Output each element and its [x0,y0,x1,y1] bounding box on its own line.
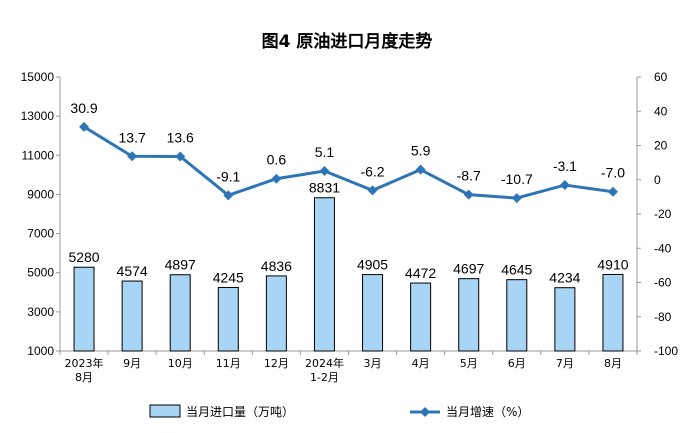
legend-bar-label: 当月进口量（万吨） [186,405,294,419]
right-tick-label: 40 [654,104,668,118]
bar [410,282,432,352]
line-value-label: -10.7 [501,171,533,187]
line-value-label: -8.7 [457,168,481,184]
line-point [271,173,282,184]
bar-value-label: 4836 [261,258,292,274]
bar-value-label: 4234 [549,270,580,286]
bar [121,280,143,352]
left-tick-label: 11000 [22,148,55,162]
chart-title: 图4 原油进口月度走势 [262,31,433,52]
legend-line-label: 当月增速（%） [446,405,529,419]
x-tick-label: 10月 [168,357,193,370]
x-tick-label: 3月 [364,357,382,370]
line-value-label: 0.6 [267,152,287,168]
line-point [511,193,522,204]
legend-line-marker [420,407,430,417]
x-tick-label: 8月 [604,357,622,370]
x-tick-label: 2024年 [305,356,344,370]
line-value-label: 5.9 [411,143,431,159]
x-tick-label: 1-2月 [310,371,339,384]
line-value-label: -9.1 [216,168,240,184]
left-tick-label: 13000 [21,109,55,123]
bar-value-label: 5280 [68,249,99,265]
bar [506,279,528,352]
bar [602,273,624,352]
line-point [79,121,90,132]
left-tick-label: 9000 [27,187,54,201]
bar-value-label: 4910 [597,256,628,272]
bar [217,286,239,352]
line-value-label: 13.6 [167,129,194,145]
right-tick-label: -80 [654,310,672,324]
line-series: 30.9 13.7 13.6 -9.1 0.6 5.1 -6.2 5.9 -8.7 -10.7 -3… [70,100,625,204]
x-tick-label: 8月 [75,371,93,384]
x-tick-label: 9月 [123,357,141,370]
bar [362,274,384,352]
line-point [607,186,618,197]
line-point [463,189,474,200]
x-tick-label: 6月 [508,357,526,370]
bar-value-label: 4697 [453,261,484,277]
bar-value-label: 4645 [501,262,532,278]
right-tick-label: 60 [654,70,668,84]
bar [554,287,576,352]
bar [265,275,287,352]
line-value-label: 5.1 [315,144,335,160]
line-value-label: -7.0 [601,165,625,181]
line-value-label: -6.2 [360,163,384,179]
line-point [223,190,234,201]
x-tick-label: 11月 [216,357,241,370]
bar-value-label: 4574 [117,263,148,279]
x-tick-label: 2023年 [65,356,104,370]
line-point [127,151,138,162]
line-point [175,151,186,162]
growth-line [83,125,614,200]
left-tick-label: 3000 [27,305,54,319]
x-tick-label: 12月 [264,357,289,370]
right-tick-label: -20 [654,207,672,221]
left-tick-label: 7000 [27,227,54,241]
bar-value-label: 4905 [357,257,388,273]
right-tick-label: -100 [654,344,678,358]
right-tick-label: -40 [654,241,672,255]
line-value-label: -3.1 [553,158,577,174]
line-value-label: 13.7 [119,129,146,145]
bar [73,266,95,352]
right-tick-label: -60 [654,276,672,290]
bar-value-label: 4897 [165,257,196,273]
legend: 当月进口量（万吨） 当月增速（%） [149,404,529,419]
line-point [319,166,330,177]
legend-bar-swatch [149,404,181,418]
right-tick-label: 0 [654,173,661,187]
bar-value-label: 4472 [405,265,436,281]
bar-value-label: 8831 [309,180,340,196]
bar [169,274,191,352]
left-tick-label: 1000 [27,344,54,358]
line-point [415,164,426,175]
line-point [367,185,378,196]
bar [313,197,335,352]
line-value-label: 30.9 [70,100,97,116]
line-point [559,180,570,191]
right-tick-label: 20 [654,139,668,153]
x-tick-label: 7月 [556,357,574,370]
bar-series: 5280 4574 4897 4245 4836 8831 4905 4472 4697 4645… [68,180,629,352]
x-tick-label: 5月 [460,357,478,370]
left-tick-label: 5000 [27,266,54,280]
left-tick-label: 15000 [21,70,55,84]
axes: 1000 3000 5000 7000 9000 11000 13000 15000 -100 -… [21,70,679,384]
bar-value-label: 4245 [213,269,244,285]
x-tick-label: 4月 [412,357,430,370]
bar [458,278,480,352]
